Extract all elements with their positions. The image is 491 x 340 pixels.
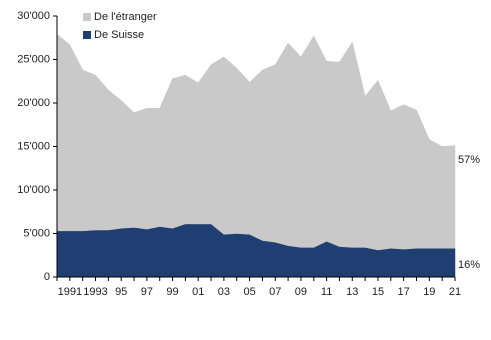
y-tick-label: 25'000 — [17, 53, 50, 65]
y-tick-label: 10'000 — [17, 184, 50, 196]
y-tick-label: 5'000 — [23, 227, 50, 239]
y-tick-label: 30'000 — [17, 10, 50, 22]
x-tick-label: 1991 — [58, 286, 82, 298]
x-tick-label: 13 — [346, 286, 358, 298]
legend-swatch — [83, 31, 91, 39]
x-tick-label: 09 — [295, 286, 307, 298]
x-tick-label: 99 — [166, 286, 178, 298]
x-tick-label: 05 — [243, 286, 255, 298]
x-tick-label: 21 — [449, 286, 461, 298]
area — [56, 33, 456, 251]
x-tick-label: 15 — [372, 286, 384, 298]
x-tick-label: 1993 — [83, 286, 107, 298]
annotation: 57% — [458, 154, 480, 166]
y-tick-label: 15'000 — [17, 140, 50, 152]
x-tick-label: 03 — [218, 286, 230, 298]
x-tick-label: 07 — [269, 286, 281, 298]
x-tick-label: 95 — [115, 286, 127, 298]
plot: 0 5'000 10'000 15'000 20'000 25'000 30'000 1991… — [17, 10, 461, 298]
legend-label: De Suisse — [94, 29, 144, 41]
x-tick-label: 01 — [192, 286, 204, 298]
legend-swatch — [83, 13, 91, 21]
y-tick-label: 0 — [44, 271, 50, 283]
x-tick-label: 19 — [423, 286, 435, 298]
x-tick-label: 11 — [321, 286, 332, 298]
y-tick-label: 20'000 — [17, 97, 50, 109]
x-tick-label: 17 — [398, 286, 410, 298]
legend-label: De l'étranger — [94, 11, 157, 23]
annotation: 16% — [458, 259, 480, 271]
x-tick-label: 97 — [141, 286, 153, 298]
